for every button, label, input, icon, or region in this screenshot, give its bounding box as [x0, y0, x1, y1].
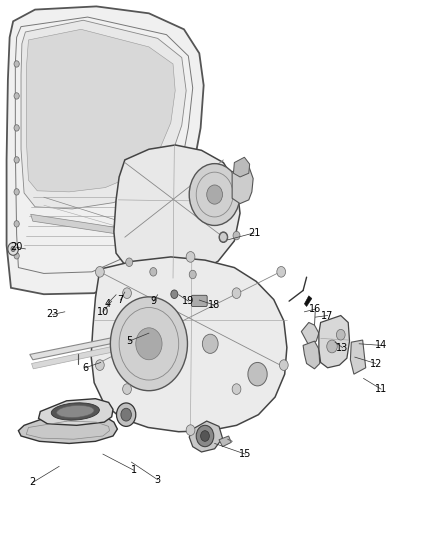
Circle shape	[232, 384, 241, 394]
Text: 20: 20	[11, 243, 23, 252]
Polygon shape	[32, 345, 119, 369]
Text: 3: 3	[155, 475, 161, 484]
Circle shape	[123, 288, 131, 298]
Circle shape	[123, 384, 131, 394]
Polygon shape	[232, 166, 253, 204]
Text: 11: 11	[375, 384, 387, 394]
Text: 4: 4	[104, 299, 110, 309]
Text: 7: 7	[117, 295, 124, 305]
Polygon shape	[301, 322, 319, 345]
Polygon shape	[30, 337, 118, 360]
Text: 12: 12	[370, 359, 382, 368]
Circle shape	[219, 232, 228, 243]
Text: 23: 23	[46, 310, 59, 319]
Circle shape	[110, 297, 187, 391]
Polygon shape	[26, 29, 175, 192]
Ellipse shape	[57, 406, 94, 417]
Circle shape	[14, 157, 19, 163]
Circle shape	[232, 288, 241, 298]
Circle shape	[150, 268, 157, 276]
Polygon shape	[233, 157, 250, 177]
Circle shape	[196, 425, 214, 447]
Circle shape	[277, 266, 286, 277]
Circle shape	[95, 266, 104, 277]
Circle shape	[11, 246, 15, 252]
Circle shape	[136, 328, 162, 360]
Polygon shape	[21, 20, 186, 209]
Circle shape	[202, 334, 218, 353]
Text: 9: 9	[150, 296, 156, 306]
Circle shape	[327, 340, 337, 353]
Circle shape	[189, 164, 240, 225]
Polygon shape	[189, 421, 223, 452]
Circle shape	[14, 189, 19, 195]
Polygon shape	[31, 214, 149, 239]
Circle shape	[186, 425, 195, 435]
Polygon shape	[219, 436, 231, 447]
Text: 14: 14	[375, 341, 387, 350]
Circle shape	[126, 258, 133, 266]
Circle shape	[14, 61, 19, 67]
Text: 16: 16	[309, 304, 321, 314]
Circle shape	[201, 431, 209, 441]
Text: 6: 6	[82, 363, 88, 373]
Circle shape	[207, 185, 223, 204]
Circle shape	[95, 360, 104, 370]
Circle shape	[233, 231, 240, 240]
Text: 13: 13	[336, 343, 349, 352]
Polygon shape	[18, 415, 117, 443]
Polygon shape	[350, 340, 366, 374]
Polygon shape	[319, 316, 350, 368]
Circle shape	[248, 362, 267, 386]
Polygon shape	[39, 399, 113, 425]
Text: 21: 21	[248, 228, 260, 238]
Polygon shape	[7, 6, 204, 294]
Circle shape	[117, 403, 136, 426]
Circle shape	[279, 360, 288, 370]
Text: 2: 2	[30, 478, 36, 487]
Polygon shape	[304, 296, 312, 306]
Ellipse shape	[51, 403, 99, 420]
Circle shape	[189, 270, 196, 279]
Circle shape	[8, 243, 18, 255]
Circle shape	[14, 253, 19, 259]
Polygon shape	[303, 341, 320, 369]
Circle shape	[336, 329, 345, 340]
Text: 17: 17	[321, 311, 334, 320]
Text: 10: 10	[97, 307, 109, 317]
Circle shape	[14, 93, 19, 99]
Circle shape	[14, 221, 19, 227]
Circle shape	[186, 252, 195, 262]
Text: 1: 1	[131, 465, 137, 475]
Text: 5: 5	[126, 336, 132, 346]
Text: 18: 18	[208, 300, 220, 310]
Text: 19: 19	[182, 296, 194, 306]
Text: 15: 15	[239, 449, 251, 459]
Circle shape	[121, 408, 131, 421]
FancyBboxPatch shape	[191, 295, 207, 306]
Circle shape	[14, 125, 19, 131]
Circle shape	[219, 232, 227, 242]
Circle shape	[171, 290, 178, 298]
Polygon shape	[114, 145, 240, 278]
Polygon shape	[91, 257, 287, 432]
